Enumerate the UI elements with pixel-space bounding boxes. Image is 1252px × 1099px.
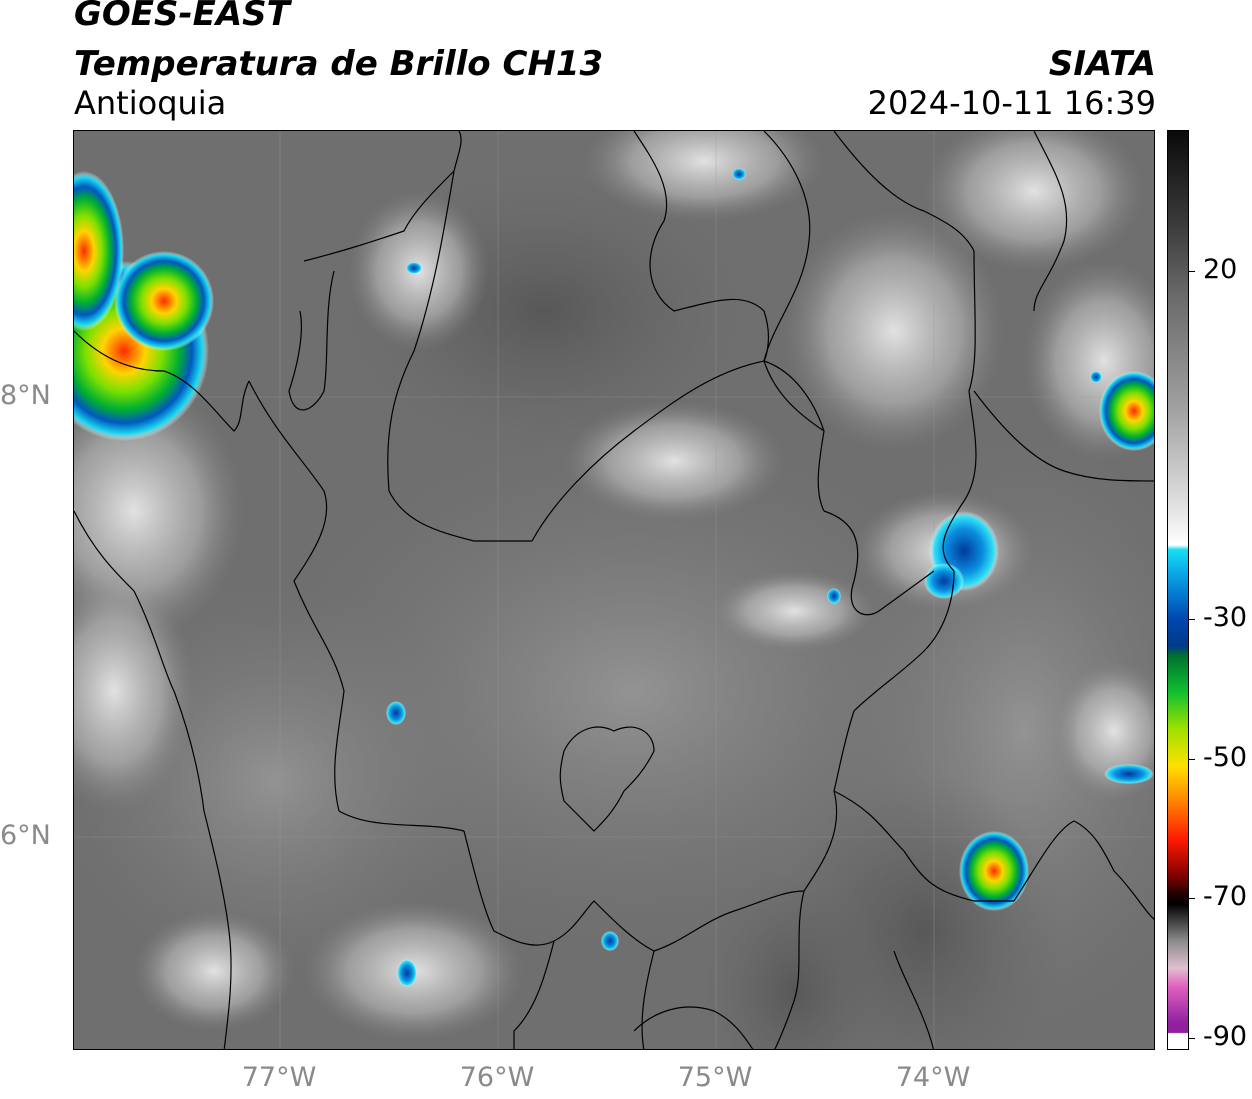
colorbar-tick-neg70 [1189, 898, 1195, 899]
colorbar-tick-neg90 [1189, 1038, 1195, 1039]
colorbar-label-neg50: -50 [1203, 742, 1248, 773]
lon-label-77W: 77°W [241, 1062, 317, 1093]
brightness-temperature-map[interactable] [74, 131, 1155, 1050]
timestamp: 2024-10-11 16:39 [867, 84, 1156, 122]
colorbar-label-neg90: -90 [1203, 1021, 1248, 1052]
colorbar-label-20: 20 [1203, 254, 1238, 285]
colorbar-label-neg70: -70 [1203, 881, 1248, 912]
colorbar-label-neg30: -30 [1203, 602, 1248, 633]
title-satellite: GOES-EAST [74, 0, 290, 34]
colorbar-gradient [1168, 131, 1188, 1049]
lon-label-76W: 76°W [459, 1062, 535, 1093]
organization-label: SIATA [1048, 44, 1156, 84]
lat-label-8N: 8°N [0, 380, 51, 411]
lon-label-75W: 75°W [677, 1062, 753, 1093]
colorbar-tick-20 [1189, 271, 1195, 272]
lat-label-6N: 6°N [0, 820, 51, 851]
region-label: Antioquia [74, 84, 227, 122]
lon-label-74W: 74°W [895, 1062, 971, 1093]
colorbar [1167, 130, 1189, 1050]
map-panel[interactable] [73, 130, 1155, 1050]
colorbar-tick-neg30 [1189, 619, 1195, 620]
title-product: Temperatura de Brillo CH13 [74, 44, 604, 84]
colorbar-tick-neg50 [1189, 759, 1195, 760]
